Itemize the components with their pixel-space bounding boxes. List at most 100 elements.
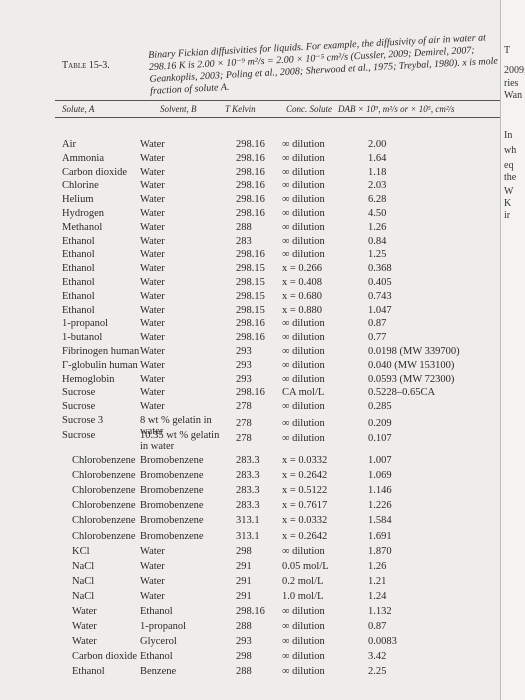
diffusivity: 1.691 <box>368 530 392 542</box>
solute: Chlorobenzene <box>72 455 136 466</box>
temperature: 278 <box>236 418 252 429</box>
solute: Ethanol <box>62 290 95 302</box>
concentration: ∞ dilution <box>282 621 325 633</box>
diffusivity: 1.25 <box>368 249 387 261</box>
diffusivity: 3.42 <box>368 651 387 663</box>
temperature: 298.16 <box>236 208 265 219</box>
solvent: Water <box>140 346 165 357</box>
solute: Chlorobenzene <box>72 470 136 482</box>
solvent: Water <box>140 590 165 602</box>
solvent: Bromobenzene <box>140 515 204 527</box>
margin-text: Wan <box>504 90 523 101</box>
diffusivity: 1.226 <box>368 500 392 512</box>
solvent: Ethanol <box>140 606 173 617</box>
temperature: 298.16 <box>236 194 265 206</box>
solvent: 8 wt % gelatin in water <box>140 415 212 437</box>
diffusivity: 1.870 <box>368 545 392 557</box>
temperature: 298.16 <box>236 318 265 330</box>
solvent: Water <box>140 180 165 192</box>
concentration: ∞ dilution <box>282 636 325 648</box>
diffusivity: 0.405 <box>368 277 392 288</box>
temperature: 313.1 <box>236 530 260 542</box>
solute: 1-propanol <box>62 318 109 330</box>
concentration: ∞ dilution <box>282 666 325 678</box>
temperature: 298.15 <box>236 277 265 288</box>
solvent: Benzene <box>140 666 177 678</box>
diffusivity: 2.03 <box>368 180 387 192</box>
concentration: x = 0.0332 <box>282 455 328 466</box>
temperature: 298.16 <box>236 166 265 178</box>
concentration: ∞ dilution <box>282 194 325 206</box>
diffusivity: 0.0083 <box>368 636 397 648</box>
concentration: ∞ dilution <box>282 332 325 344</box>
solvent: Water <box>140 387 165 399</box>
solute: Ammonia <box>62 152 104 164</box>
concentration: ∞ dilution <box>282 166 325 178</box>
solvent: 1-propanol <box>140 621 187 633</box>
diffusivity: 1.132 <box>368 606 392 617</box>
diffusivity: 1.26 <box>368 221 387 233</box>
solvent: Water <box>140 373 165 385</box>
margin-text: ir <box>504 210 511 221</box>
concentration: ∞ dilution <box>282 180 325 192</box>
diffusivity: 0.107 <box>368 433 392 444</box>
rule <box>55 117 500 118</box>
temperature: 298.16 <box>236 180 265 192</box>
diffusivity: 1.584 <box>368 515 392 527</box>
concentration: ∞ dilution <box>282 545 325 557</box>
diffusivity: 0.0198 (MW 339700) <box>368 346 460 357</box>
solute: Fibrinogen human <box>62 346 140 357</box>
concentration: ∞ dilution <box>282 359 325 371</box>
concentration: x = 0.408 <box>282 277 323 288</box>
concentration: ∞ dilution <box>282 152 325 164</box>
concentration: ∞ dilution <box>282 373 325 385</box>
solvent: Water <box>140 290 165 302</box>
solute: Ethanol <box>62 249 95 261</box>
margin-text: In <box>504 130 513 141</box>
solvent: Water <box>140 560 165 572</box>
solute: Water <box>72 621 97 633</box>
concentration: x = 0.680 <box>282 290 323 302</box>
temperature: 283.3 <box>236 485 260 497</box>
concentration: 0.05 mol/L <box>282 560 329 572</box>
solute: Sucrose <box>62 401 96 413</box>
temperature: 298.15 <box>236 304 265 316</box>
rule <box>55 100 500 101</box>
solvent: Water <box>140 194 165 206</box>
margin-text: T <box>504 45 511 56</box>
solvent: Glycerol <box>140 636 177 648</box>
solvent: Water <box>140 249 165 261</box>
column-header: T Kelvin <box>225 104 256 114</box>
temperature: 298.16 <box>236 606 265 617</box>
solvent: Water <box>140 166 165 178</box>
solvent: 10.35 wt % gelatin in water <box>140 430 220 452</box>
temperature: 278 <box>236 433 252 444</box>
concentration: x = 0.266 <box>282 263 323 275</box>
diffusivity: 0.368 <box>368 263 392 275</box>
solvent: Bromobenzene <box>140 530 204 542</box>
concentration: ∞ dilution <box>282 606 325 617</box>
temperature: 298.16 <box>236 139 265 150</box>
margin-text: ries <box>504 78 519 89</box>
solvent: Water <box>140 263 165 275</box>
solvent: Water <box>140 359 165 371</box>
solvent: Ethanol <box>140 651 173 663</box>
diffusivity: 1.24 <box>368 590 387 602</box>
concentration: x = 0.5122 <box>282 485 328 497</box>
solute: Hemoglobin <box>62 373 115 385</box>
concentration: ∞ dilution <box>282 208 325 219</box>
solute: Ethanol <box>62 235 95 247</box>
solute: Ethanol <box>62 304 95 316</box>
temperature: 291 <box>236 590 252 602</box>
temperature: 298.16 <box>236 249 265 261</box>
solute: Carbon dioxide <box>62 166 128 178</box>
concentration: x = 0.7617 <box>282 500 328 512</box>
temperature: 298 <box>236 651 252 663</box>
diffusivity: 0.77 <box>368 332 387 344</box>
solvent: Water <box>140 235 165 247</box>
solute: Carbon dioxide <box>72 651 138 663</box>
temperature: 283.3 <box>236 500 260 512</box>
concentration: x = 0.0332 <box>282 515 328 527</box>
column-header: DAB × 10⁹, m²/s or × 10⁵, cm²/s <box>338 104 455 114</box>
concentration: ∞ dilution <box>282 433 325 444</box>
